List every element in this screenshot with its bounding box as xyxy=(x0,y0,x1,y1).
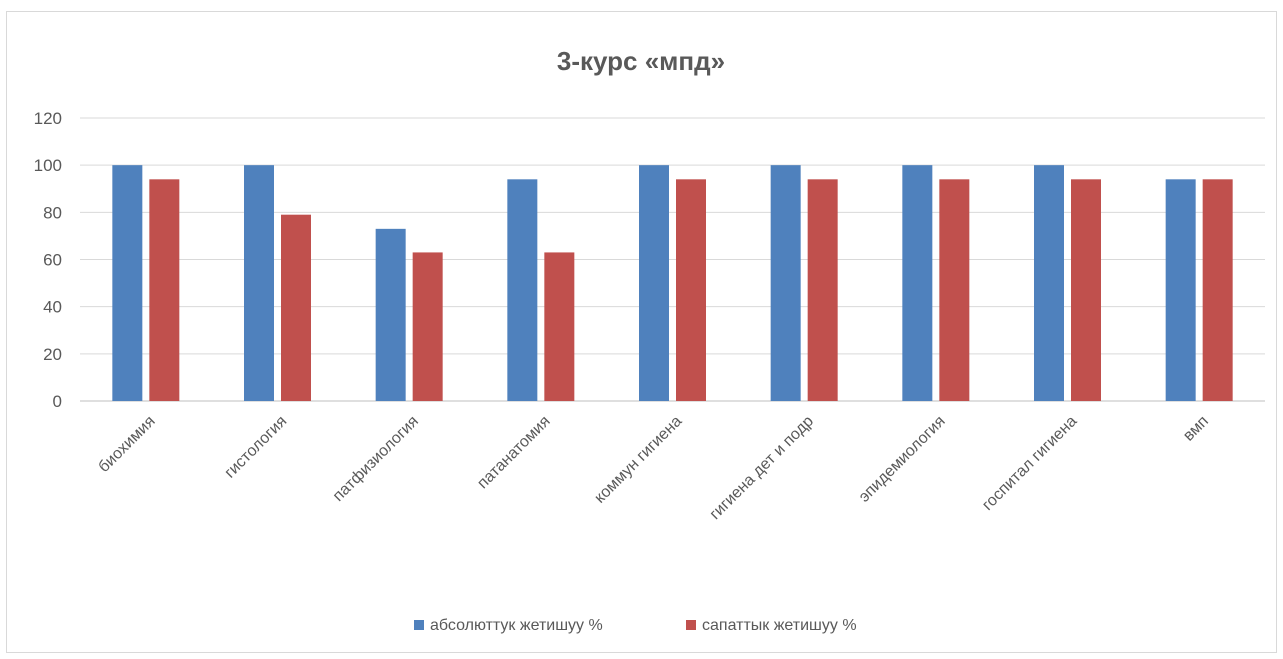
y-tick-label: 60 xyxy=(43,251,62,270)
y-axis-ticks: 0 20 40 60 80 100 120 xyxy=(34,109,62,411)
x-tick-label: гистология xyxy=(222,413,291,482)
bar-series-1 xyxy=(507,179,538,401)
y-tick-label: 0 xyxy=(53,392,62,411)
legend-swatch xyxy=(414,620,424,630)
legend-label: абсолюттук жетишуу % xyxy=(430,617,603,634)
bar-series-1 xyxy=(244,165,274,401)
y-tick-label: 80 xyxy=(43,203,62,222)
bar-series-2 xyxy=(1071,179,1101,401)
y-tick-label: 40 xyxy=(43,298,62,317)
chart-title: 3-курс «мпд» xyxy=(557,46,725,76)
x-tick-label: патфизиология xyxy=(330,413,422,505)
legend-label: сапаттык жетишуу % xyxy=(702,617,857,634)
y-tick-label: 120 xyxy=(34,109,62,128)
x-tick-label: гигиена дет и подр xyxy=(707,413,817,523)
legend-swatch xyxy=(686,620,696,630)
bar-series-2 xyxy=(544,252,575,401)
bar-series-2 xyxy=(281,214,311,401)
gridlines xyxy=(80,117,1265,402)
bar-series-1 xyxy=(639,165,669,401)
bar-series-1 xyxy=(375,228,406,401)
bar-series-1 xyxy=(1165,179,1196,401)
x-axis-labels: биохимия гистология патфизиология патанатом… xyxy=(95,413,1212,523)
bar-series-2 xyxy=(412,252,443,401)
bar-series-2 xyxy=(807,179,838,401)
y-tick-label: 100 xyxy=(34,156,62,175)
x-tick-label: эпидемиология xyxy=(856,413,949,506)
bar-series-2 xyxy=(676,179,706,401)
bars xyxy=(112,165,1233,401)
x-tick-label: госпитал гигиена xyxy=(979,413,1080,514)
bar-series-1 xyxy=(770,165,801,401)
legend: абсолюттук жетишуу % сапаттык жетишуу % xyxy=(414,617,857,634)
bar-series-1 xyxy=(1034,165,1064,401)
x-tick-label: биохимия xyxy=(95,413,158,476)
x-tick-label: патанатомия xyxy=(474,413,553,492)
bar-series-2 xyxy=(149,179,180,401)
bar-series-1 xyxy=(112,165,143,401)
bar-series-2 xyxy=(1202,179,1233,401)
x-tick-label: коммун гигиена xyxy=(591,413,685,507)
y-tick-label: 20 xyxy=(43,345,62,364)
x-tick-label: вмп xyxy=(1180,413,1212,445)
bar-series-1 xyxy=(902,165,933,401)
bar-series-2 xyxy=(939,179,970,401)
